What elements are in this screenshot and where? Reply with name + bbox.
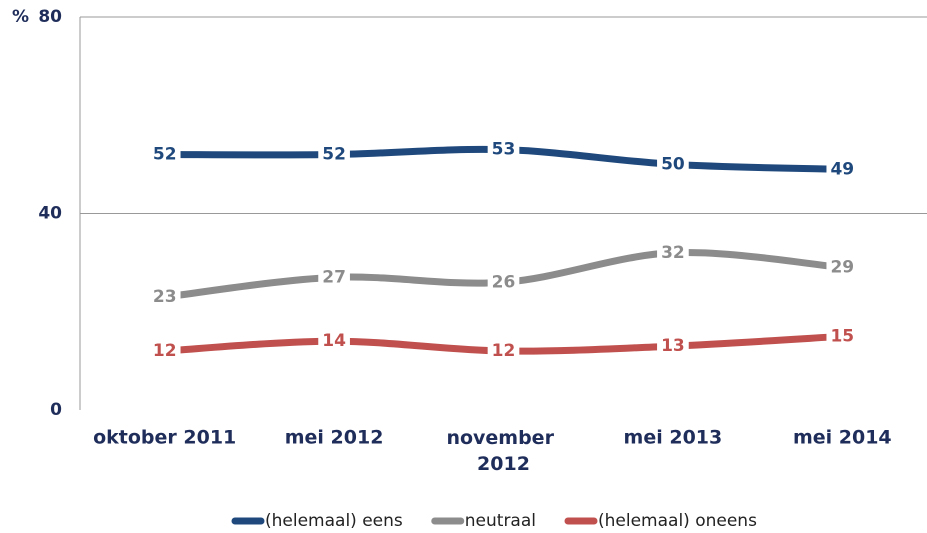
data-label: 12 [153, 341, 177, 361]
data-label-group: 23 [148, 286, 181, 309]
data-label-group: 32 [657, 241, 689, 264]
data-label-group: 27 [318, 266, 350, 289]
legend-label: (helemaal) oneens [598, 511, 757, 531]
data-label-bg [318, 143, 350, 166]
data-label-group: 49 [826, 158, 859, 181]
data-label-group: 29 [826, 256, 859, 279]
x-tick-label: mei 2012 [285, 427, 384, 449]
data-label-bg [148, 340, 181, 363]
data-label-bg [487, 340, 520, 363]
data-label-bg [826, 325, 859, 348]
y-tick-label: 0 [50, 400, 62, 420]
x-tick-label: mei 2013 [624, 427, 723, 449]
legend-label: (helemaal) eens [265, 511, 403, 531]
data-label-bg [826, 256, 859, 279]
data-label: 14 [322, 331, 346, 351]
data-label-group: 26 [487, 271, 520, 294]
data-label-group: 12 [148, 340, 181, 363]
data-label: 27 [322, 267, 346, 287]
data-label-bg [826, 158, 859, 181]
data-label: 26 [492, 272, 516, 292]
data-label: 52 [153, 145, 177, 165]
data-label-group: 52 [318, 143, 350, 166]
data-label: 15 [830, 326, 854, 346]
data-label-group: 13 [657, 335, 689, 358]
legend-label: neutraal [465, 511, 536, 531]
data-label-bg [487, 138, 520, 161]
data-label-group: 50 [657, 153, 689, 176]
data-label-group: 12 [487, 340, 520, 363]
y-tick-label: 40 [38, 204, 62, 224]
data-label: 49 [830, 159, 854, 179]
data-label-bg [318, 330, 350, 353]
data-label: 52 [322, 145, 346, 165]
data-label: 12 [492, 341, 516, 361]
data-label: 13 [661, 336, 685, 356]
data-label-bg [148, 286, 181, 309]
data-label-group: 53 [487, 138, 520, 161]
data-label-bg [657, 335, 689, 358]
y-axis-label: % [12, 7, 29, 27]
data-label-group: 52 [148, 143, 181, 166]
data-label: 53 [492, 140, 516, 160]
data-label-bg [487, 271, 520, 294]
x-tick-label: mei 2014 [793, 427, 892, 449]
y-tick-label: 80 [38, 7, 62, 27]
data-label-bg [657, 153, 689, 176]
data-label: 23 [153, 287, 177, 307]
x-tick-label: oktober 2011 [93, 427, 236, 449]
data-label: 29 [830, 258, 854, 278]
data-label: 32 [661, 243, 685, 263]
data-label-bg [148, 143, 181, 166]
data-label-bg [318, 266, 350, 289]
data-label: 50 [661, 154, 685, 174]
x-tick-label: november 2012 [446, 427, 560, 475]
data-label-group: 15 [826, 325, 859, 348]
data-label-group: 14 [318, 330, 350, 353]
data-label-bg [657, 241, 689, 264]
